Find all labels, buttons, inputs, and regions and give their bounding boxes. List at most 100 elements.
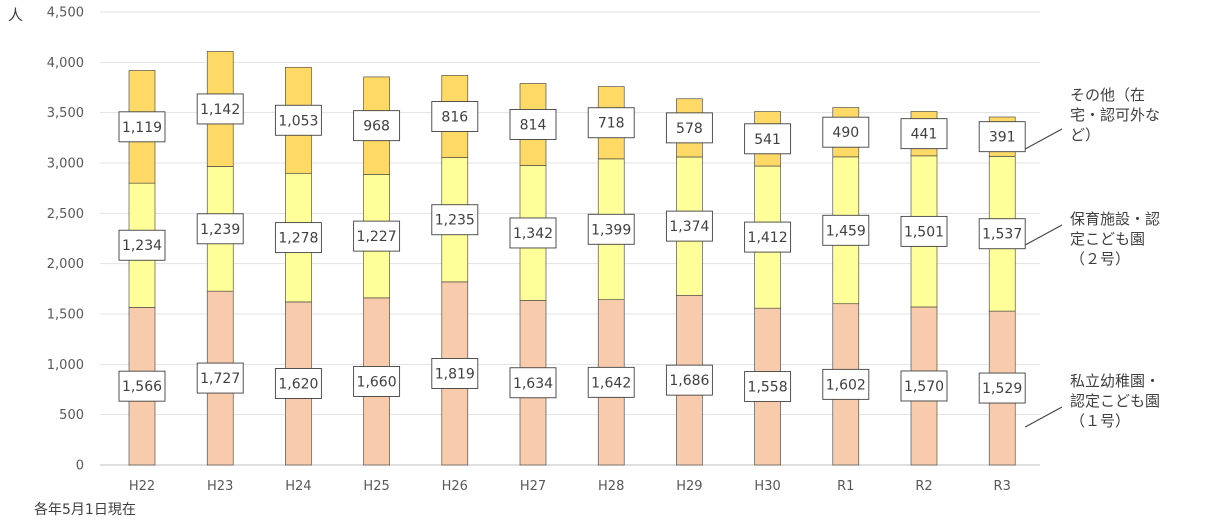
x-tick-label: R2	[915, 479, 932, 494]
data-label: 1,501	[904, 224, 944, 240]
data-label: 816	[441, 109, 468, 125]
y-tick-label: 4,000	[47, 56, 84, 71]
legend-label: （２号）	[1070, 250, 1130, 268]
data-label: 718	[598, 116, 625, 132]
data-label-box	[587, 213, 635, 245]
legend-label: その他（在	[1070, 86, 1145, 104]
data-label-box	[353, 110, 401, 142]
data-label-box	[196, 362, 244, 394]
legend-label: 私立幼稚園・	[1070, 372, 1160, 390]
data-label: 1,342	[513, 226, 553, 242]
data-label-box	[274, 368, 322, 399]
y-tick-label: 2,000	[47, 257, 84, 272]
data-label: 814	[520, 117, 547, 133]
y-tick-label: 3,000	[47, 157, 84, 172]
data-label: 1,239	[200, 222, 240, 238]
data-label-box	[744, 221, 792, 253]
data-label-box	[978, 121, 1026, 153]
data-label: 1,570	[904, 379, 944, 395]
bars	[128, 51, 1016, 466]
data-label-box	[118, 229, 166, 261]
date-note: 各年5月1日現在	[34, 502, 136, 518]
y-tick-label: 1,000	[47, 358, 84, 373]
data-label-box	[274, 222, 322, 254]
y-tick-label: 0	[76, 459, 84, 474]
data-label: 1,227	[357, 229, 397, 245]
data-label: 1,566	[122, 379, 162, 395]
legend-leader-line	[1024, 406, 1063, 428]
data-label-box	[744, 371, 792, 403]
x-tick-label: H28	[598, 479, 624, 494]
data-label-box	[274, 104, 322, 136]
data-label-box	[509, 217, 557, 249]
y-tick-label: 500	[59, 408, 84, 423]
data-label-box	[978, 218, 1026, 250]
data-label: 1,620	[278, 376, 318, 392]
legend-label: 定こども園	[1070, 230, 1145, 248]
x-axis: H22 H23 H24 H25 H26 H27 H28 H29 H30 R1 R2 R3	[129, 479, 1011, 494]
data-label: 1,634	[513, 376, 553, 392]
legend-leader-line	[1024, 224, 1063, 246]
data-label: 1,399	[591, 222, 631, 238]
data-label: 441	[911, 127, 938, 143]
x-tick-label: H23	[207, 479, 233, 494]
data-label-box	[587, 366, 635, 398]
data-label-box	[509, 108, 557, 140]
y-tick-label: 4,500	[47, 6, 84, 21]
data-label-box	[509, 367, 557, 399]
data-label: 1,374	[669, 219, 709, 235]
data-label: 1,660	[357, 374, 397, 390]
legend-label: （１号）	[1070, 412, 1130, 430]
data-label-box	[744, 123, 792, 155]
data-label-box	[822, 368, 870, 400]
x-tick-label: H25	[363, 479, 389, 494]
data-label-box	[118, 370, 166, 402]
x-tick-label: H26	[442, 479, 468, 494]
data-label-box	[822, 116, 870, 148]
data-label: 1,412	[748, 230, 788, 246]
data-label-box	[900, 370, 948, 402]
gridlines	[100, 11, 1040, 466]
data-label: 578	[676, 121, 703, 137]
data-label: 1,278	[278, 231, 318, 247]
y-tick-label: 3,500	[47, 106, 84, 121]
data-label: 1,459	[826, 223, 866, 239]
legend-label: 認定こども園	[1070, 392, 1160, 410]
data-label: 1,819	[435, 366, 475, 382]
data-label-box	[900, 215, 948, 247]
data-label: 1,529	[982, 381, 1022, 397]
data-label-box	[822, 214, 870, 246]
data-label-box	[665, 210, 713, 242]
legend-label: ど）	[1070, 126, 1100, 144]
data-label: 1,053	[278, 113, 318, 129]
data-label: 1,235	[435, 213, 475, 229]
data-label-box	[431, 357, 479, 389]
legend-leader-line	[1024, 128, 1063, 150]
data-label-box	[431, 101, 479, 132]
data-label: 1,537	[982, 227, 1022, 243]
data-label: 1,686	[669, 373, 709, 389]
data-label-box	[353, 365, 401, 397]
x-tick-label: H22	[129, 479, 155, 494]
x-tick-label: H27	[520, 479, 546, 494]
y-axis-unit: 人	[8, 6, 23, 24]
data-label-box	[196, 213, 244, 245]
y-tick-label: 1,500	[47, 308, 84, 323]
data-labels: 1,566 1,234 1,119 1,727 1,239 1,142 1,620 1,278…	[118, 93, 1026, 404]
data-label-box	[118, 111, 166, 143]
data-label: 1,142	[200, 102, 240, 118]
data-label: 1,558	[748, 380, 788, 396]
data-label: 1,727	[200, 371, 240, 387]
data-label-box	[900, 118, 948, 150]
data-label: 1,119	[122, 120, 162, 136]
x-tick-label: R1	[837, 479, 854, 494]
x-tick-label: H29	[676, 479, 702, 494]
data-label: 391	[989, 130, 1016, 146]
data-label-box	[196, 93, 244, 125]
data-label: 541	[754, 132, 781, 148]
data-label-box	[587, 107, 635, 139]
data-label-box	[665, 364, 713, 396]
data-label: 968	[363, 119, 390, 135]
x-tick-label: H24	[285, 479, 311, 494]
